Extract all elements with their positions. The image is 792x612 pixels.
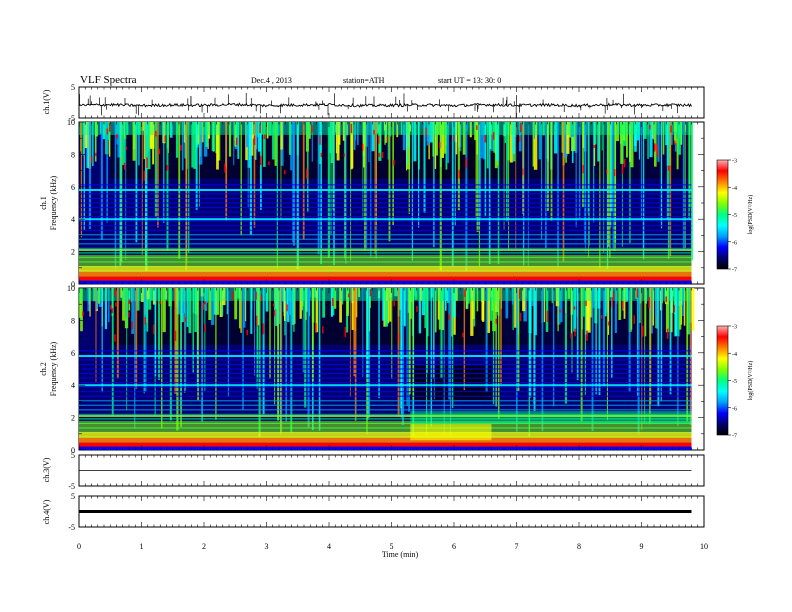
y-tick-label: 5 bbox=[71, 83, 75, 92]
y-tick-label: 2 bbox=[71, 414, 75, 423]
ch4-waveform-ylabel: ch.4(V) bbox=[42, 499, 51, 524]
colorbar-tick-label: -7 bbox=[732, 434, 737, 440]
x-tick-label: 8 bbox=[577, 542, 581, 551]
ch1-spectrogram-image bbox=[79, 122, 694, 284]
colorbar-tick-label: -5 bbox=[732, 213, 737, 219]
colorbar-tick-label: -5 bbox=[732, 379, 737, 385]
ch1-spectrogram-ylabel: ch.1 Frequency (kHz) bbox=[39, 175, 58, 230]
svg-text:ch.2: ch.2 bbox=[39, 362, 48, 376]
colorbar-tick-label: -6 bbox=[732, 406, 737, 412]
colorbar-tick-label: -3 bbox=[732, 159, 737, 165]
y-tick-label: 4 bbox=[71, 381, 75, 390]
y-tick-label: 0 bbox=[71, 280, 75, 289]
y-tick-label: 10 bbox=[67, 284, 75, 293]
colorbar-label: log(PSD(V²/Hz) bbox=[747, 361, 754, 400]
x-tick-label: 9 bbox=[640, 542, 644, 551]
y-tick-label: -5 bbox=[68, 114, 75, 123]
colorbar-scale bbox=[716, 159, 729, 270]
x-tick-label: 7 bbox=[515, 542, 519, 551]
y-tick-label: 8 bbox=[71, 150, 75, 159]
colorbar-tick-label: -3 bbox=[732, 325, 737, 331]
ch2-spectrogram-ylabel: ch.2 Frequency (kHz) bbox=[39, 341, 58, 396]
date-label: Dec.4 , 2013 bbox=[251, 76, 292, 85]
colorbar-tick-label: -6 bbox=[732, 240, 737, 246]
x-tick-label: 1 bbox=[140, 542, 144, 551]
colorbar-tick-label: -4 bbox=[732, 352, 737, 358]
y-tick-label: 8 bbox=[71, 316, 75, 325]
colorbar-tick-label: -7 bbox=[732, 268, 737, 274]
station-label: station=ATH bbox=[343, 76, 385, 85]
x-tick-label: 2 bbox=[202, 542, 206, 551]
svg-text:Frequency (kHz): Frequency (kHz) bbox=[49, 175, 58, 230]
y-tick-label: -5 bbox=[68, 523, 75, 532]
ch2-spectrogram-image bbox=[79, 288, 695, 450]
ch2-colorbar: -3 -4 -5 -6 -7 log(PSD(V²/Hz) bbox=[716, 325, 754, 440]
y-tick-label: 4 bbox=[71, 215, 75, 224]
x-axis-title: Time (min) bbox=[382, 550, 419, 559]
x-tick-label: 0 bbox=[77, 542, 81, 551]
colorbar-label: log(PSD(V²/Hz) bbox=[747, 195, 754, 234]
y-tick-label: -5 bbox=[68, 482, 75, 491]
svg-text:ch.1: ch.1 bbox=[39, 196, 48, 210]
y-tick-label: 5 bbox=[71, 492, 75, 501]
ch1-colorbar: -3 -4 -5 -6 -7 log(PSD(V²/Hz) bbox=[716, 159, 754, 274]
y-tick-label: 0 bbox=[71, 446, 75, 455]
ch1-waveform-ylabel: ch.1(V) bbox=[42, 89, 51, 114]
x-tick-label: 3 bbox=[265, 542, 269, 551]
y-tick-label: 5 bbox=[71, 451, 75, 460]
figure-title: VLF Spectra bbox=[80, 74, 137, 86]
y-tick-label: 6 bbox=[71, 349, 75, 358]
x-tick-label: 6 bbox=[452, 542, 456, 551]
y-tick-label: 6 bbox=[71, 183, 75, 192]
colorbar-scale bbox=[716, 325, 729, 436]
svg-text:Frequency (kHz): Frequency (kHz) bbox=[49, 341, 58, 396]
y-tick-label: 2 bbox=[71, 248, 75, 257]
y-tick-label: 10 bbox=[67, 118, 75, 127]
colorbar-tick-label: -4 bbox=[732, 186, 737, 192]
start-time-label: start UT = 13: 30: 0 bbox=[438, 76, 501, 85]
x-tick-label: 5 bbox=[390, 542, 394, 551]
x-tick-label: 10 bbox=[700, 542, 708, 551]
x-tick-label: 4 bbox=[327, 542, 331, 551]
ch1-waveform-line bbox=[78, 102, 692, 108]
ch3-waveform-ylabel: ch.3(V) bbox=[42, 457, 51, 482]
